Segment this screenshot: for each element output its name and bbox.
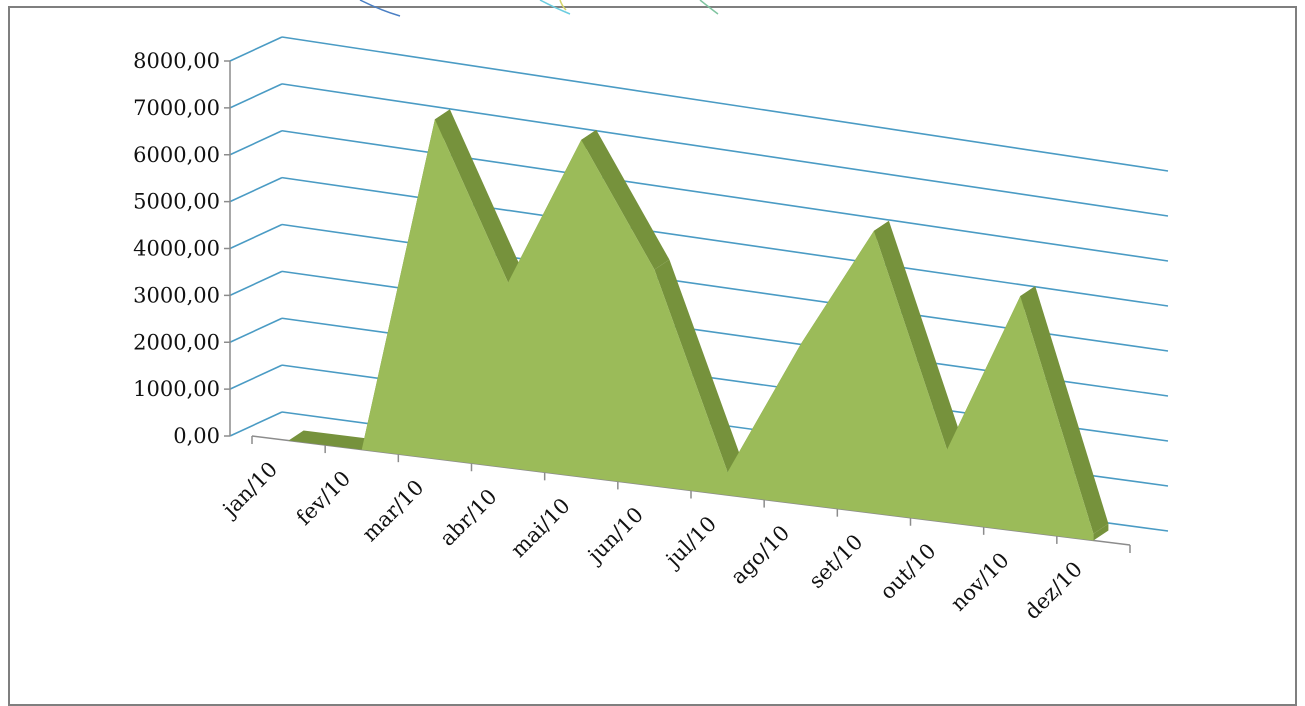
y-tick-label: 3000,00 <box>133 283 220 307</box>
y-tick-label: 5000,00 <box>133 190 220 214</box>
x-tick-label: abr/10 <box>435 484 501 550</box>
x-tick-label: ago/10 <box>726 521 794 589</box>
y-tick-label: 1000,00 <box>133 377 220 401</box>
y-tick-label: 0,00 <box>173 424 220 448</box>
gridline-side <box>230 318 282 342</box>
gridline-side <box>230 271 282 295</box>
x-tick-label: set/10 <box>804 530 867 593</box>
x-tick-label: fev/10 <box>292 466 356 530</box>
x-tick-label: jan/10 <box>216 457 282 523</box>
gridline-side <box>230 37 282 61</box>
x-tick-label: mar/10 <box>358 475 429 546</box>
x-tick-label: jun/10 <box>581 503 648 570</box>
gridline-side <box>230 225 282 249</box>
gridline-side <box>230 84 282 108</box>
y-tick-label: 7000,00 <box>133 96 220 120</box>
x-tick-label: jul/10 <box>659 512 721 574</box>
area-chart-3d: 0,00 1000,00 2000,00 3000,00 4000,00 5000,00 6… <box>0 0 1305 690</box>
y-tick-label: 2000,00 <box>133 330 220 354</box>
gridline-side <box>230 178 282 202</box>
decorative-arcs <box>360 0 718 16</box>
gridline-side <box>230 131 282 155</box>
gridline-side <box>230 365 282 389</box>
x-tick-label: nov/10 <box>946 548 1014 616</box>
y-axis-tick-labels: 0,00 1000,00 2000,00 3000,00 4000,00 5000,00 6… <box>133 49 220 448</box>
x-tick-label: dez/10 <box>1020 557 1087 624</box>
x-tick-label: out/10 <box>875 539 940 604</box>
gridline-side <box>230 412 282 436</box>
y-tick-label: 8000,00 <box>133 49 220 73</box>
y-tick-label: 6000,00 <box>133 143 220 167</box>
x-tick-label: mai/10 <box>506 493 575 562</box>
y-tick-label: 4000,00 <box>133 237 220 261</box>
